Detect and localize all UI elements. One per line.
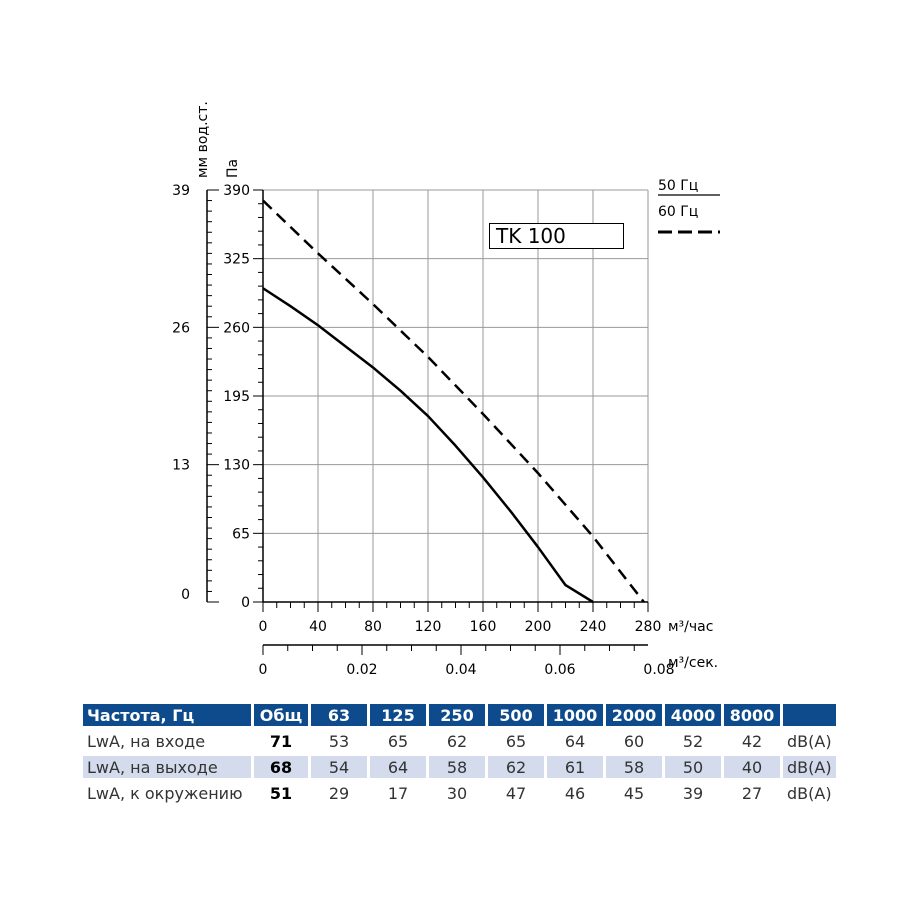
row-label: LwA, к окружению (87, 783, 243, 803)
mm-tick-label: 26 (172, 320, 190, 336)
pa-tick-label: 0 (241, 595, 250, 611)
mm-axis-title: мм вод.ст. (195, 101, 211, 178)
header-spacer (783, 704, 836, 726)
pa-tick-label: 65 (232, 526, 250, 542)
row-value: 47 (505, 783, 527, 803)
row-label: LwA, на выходе (83, 756, 251, 778)
row-value: 58 (606, 756, 662, 778)
noise-table: Частота, Гц Общ 63 125 250 500 1000 2000 4000 800… (80, 700, 839, 808)
pa-tick-label: 390 (223, 183, 250, 199)
x-axis-title: м³/час (668, 619, 713, 635)
row-total: 71 (269, 731, 293, 751)
row-label: LwA, на входе (87, 731, 206, 751)
table-header-row: Частота, Гц Общ 63 125 250 500 1000 2000 4000 800… (83, 704, 836, 726)
x2-tick-label: 0 (259, 662, 268, 678)
table-row: LwA, на входе 71 53 65 62 65 64 60 52 42 dB(A) (83, 730, 836, 752)
row-value: 27 (741, 783, 763, 803)
header-cell: Общ (254, 704, 308, 726)
x2-tick-label: 0.02 (346, 662, 377, 678)
row-value: 17 (387, 783, 409, 803)
row-value: 64 (564, 731, 586, 751)
header-cell: 1000 (547, 704, 603, 726)
row-value: 58 (429, 756, 485, 778)
row-total: 51 (269, 783, 293, 803)
header-cell: 8000 (724, 704, 780, 726)
row-value: 52 (682, 731, 704, 751)
table-row: LwA, на выходе 68 54 64 58 62 61 58 50 40 dB(A) (83, 756, 836, 778)
header-label: Частота, Гц (83, 704, 251, 726)
x2-tick-label: 0.04 (445, 662, 476, 678)
row-value: 65 (387, 731, 409, 751)
header-cell: 250 (429, 704, 485, 726)
model-label: TK 100 (489, 223, 624, 249)
row-value: 50 (665, 756, 721, 778)
header-cell: 2000 (606, 704, 662, 726)
fan-curves (262, 199, 645, 604)
row-unit: dB(A) (783, 756, 836, 778)
x-tick-label: 240 (580, 619, 607, 635)
row-total: 68 (254, 756, 308, 778)
row-value: 45 (623, 783, 645, 803)
x-tick-label: 280 (635, 619, 662, 635)
row-value: 62 (488, 756, 544, 778)
row-value: 30 (446, 783, 468, 803)
x2-tick-label: 0.06 (544, 662, 575, 678)
pa-tick-label: 325 (223, 252, 250, 268)
x-tick-label: 200 (525, 619, 552, 635)
chart-legend: 50 Гц 60 Гц (658, 178, 720, 234)
row-value: 64 (370, 756, 426, 778)
pa-tick-label: 260 (223, 320, 250, 336)
table-row: LwA, к окружению 51 29 17 30 47 46 45 39 27 dB(A) (83, 782, 836, 804)
header-cell: 125 (370, 704, 426, 726)
mm-tick-label: 13 (172, 458, 190, 474)
pa-axis-title: Па (225, 159, 241, 178)
x-tick-label: 0 (259, 619, 268, 635)
row-unit: dB(A) (787, 783, 832, 803)
mm-tick-label: 39 (172, 183, 190, 199)
row-value: 61 (547, 756, 603, 778)
curve-50hz (262, 287, 594, 604)
header-cell: 500 (488, 704, 544, 726)
x2-axis-title: м³/сек. (668, 655, 718, 671)
legend-label: 50 Гц (658, 178, 698, 194)
header-cell: 4000 (665, 704, 721, 726)
x-tick-label: 120 (415, 619, 442, 635)
chart-grid (263, 189, 649, 602)
x-tick-label: 160 (470, 619, 497, 635)
chart-axes (206, 189, 649, 655)
legend-label: 60 Гц (658, 204, 698, 220)
row-value: 53 (328, 731, 350, 751)
pa-tick-label: 130 (223, 458, 250, 474)
row-value: 39 (682, 783, 704, 803)
row-value: 62 (446, 731, 468, 751)
row-unit: dB(A) (787, 731, 832, 751)
row-value: 60 (623, 731, 645, 751)
row-value: 40 (724, 756, 780, 778)
pa-tick-label: 195 (223, 389, 250, 405)
row-value: 65 (505, 731, 527, 751)
row-value: 29 (328, 783, 350, 803)
curve-60hz (262, 199, 645, 603)
x2-tick-label: 0.08 (643, 662, 674, 678)
row-value: 42 (741, 731, 763, 751)
row-value: 54 (311, 756, 367, 778)
header-cell: 63 (311, 704, 367, 726)
mm-tick-label: 0 (181, 587, 190, 603)
row-value: 46 (564, 783, 586, 803)
x-tick-label: 40 (309, 619, 327, 635)
x-tick-label: 80 (364, 619, 382, 635)
